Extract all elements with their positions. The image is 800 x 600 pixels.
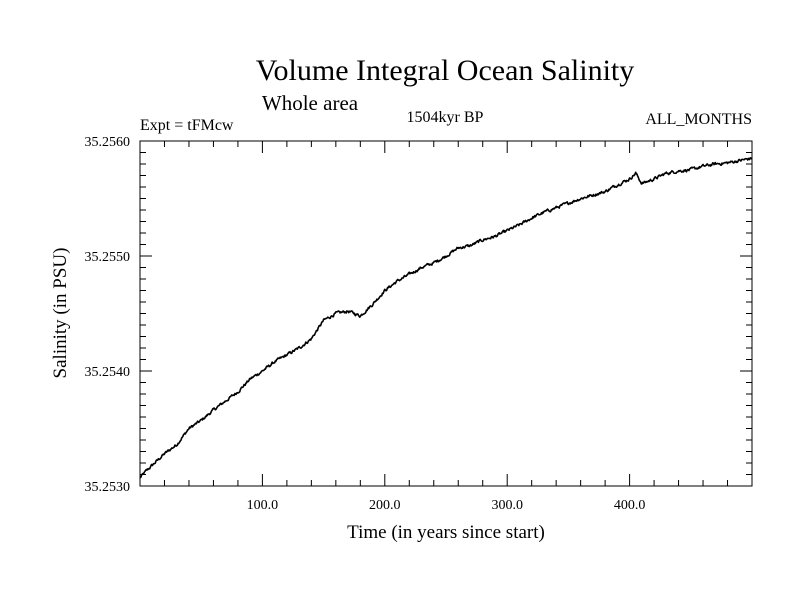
x-axis-label: Time (in years since start) [347, 522, 545, 543]
axis-ticks [140, 141, 752, 486]
x-tick-label: 200.0 [369, 498, 401, 513]
y-axis-label: Salinity (in PSU) [50, 248, 71, 379]
months-label: ALL_MONTHS [645, 111, 752, 128]
y-tick-label: 35.2530 [85, 480, 131, 495]
y-tick-label: 35.2550 [85, 250, 131, 265]
salinity-series-line [139, 157, 753, 479]
chart-subtitle: Whole area [262, 91, 359, 115]
axis-tick-labels: 100.0 200.0 300.0 400.0 35.2530 35.2540 35.255… [85, 135, 646, 513]
experiment-label: Expt = tFMcw [140, 117, 234, 134]
y-tick-label: 35.2560 [85, 135, 131, 150]
x-tick-label: 100.0 [247, 498, 279, 513]
x-tick-label: 300.0 [491, 498, 523, 513]
chart-title: Volume Integral Ocean Salinity [256, 54, 635, 87]
y-tick-label: 35.2540 [85, 365, 131, 380]
x-tick-label: 400.0 [614, 498, 646, 513]
period-label: 1504kyr BP [407, 109, 484, 126]
plot-frame [139, 140, 753, 487]
